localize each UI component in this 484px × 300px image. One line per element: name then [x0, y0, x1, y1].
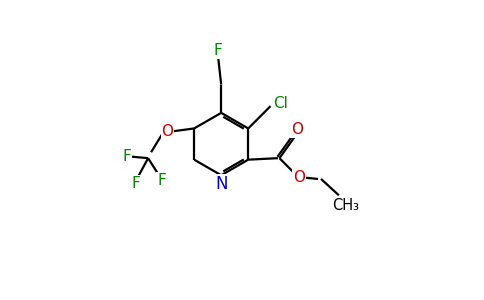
- Text: F: F: [157, 173, 166, 188]
- Text: O: O: [293, 170, 305, 185]
- Text: F: F: [123, 149, 132, 164]
- Text: N: N: [215, 175, 227, 193]
- Text: Cl: Cl: [273, 96, 288, 111]
- Text: O: O: [291, 122, 303, 137]
- Text: F: F: [214, 43, 223, 58]
- Text: F: F: [132, 176, 140, 191]
- Text: CH₃: CH₃: [332, 198, 359, 213]
- Text: O: O: [162, 124, 173, 139]
